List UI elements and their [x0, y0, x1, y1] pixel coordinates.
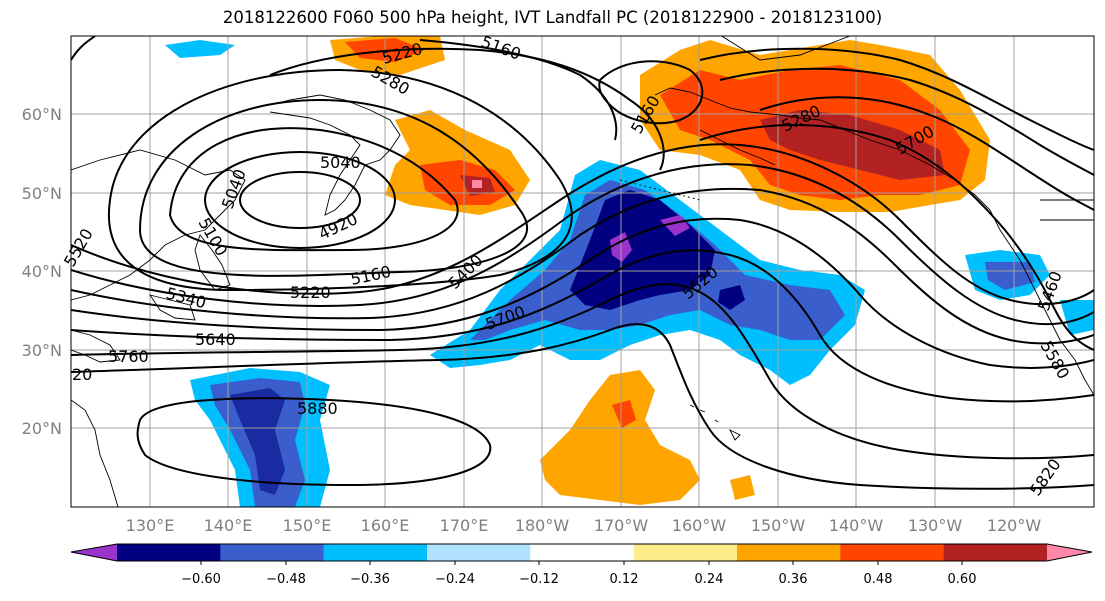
- colorbar-tick-label: −0.48: [266, 572, 306, 587]
- colorbar-segment: [1047, 544, 1092, 561]
- colorbar-segment: [323, 544, 428, 561]
- colorbar-segment: [117, 544, 221, 561]
- colorbar-segments: [71, 544, 1092, 561]
- graticule: [71, 36, 1094, 507]
- contour-label: 5040: [320, 153, 361, 172]
- map-title: 2018122600 F060 500 hPa height, IVT Land…: [222, 8, 883, 27]
- colorbar-ticks: [200, 561, 963, 565]
- colorbar-tick-label: 0.12: [610, 572, 639, 587]
- lat-label: 20°N: [22, 419, 62, 438]
- colorbar-segment: [840, 544, 945, 561]
- lon-label: 160°W: [672, 516, 727, 535]
- colorbar-tick-label: −0.36: [350, 572, 390, 587]
- colorbar-tick-label: 0.36: [779, 572, 808, 587]
- colorbar-segment: [71, 544, 117, 561]
- colorbar-segment: [633, 544, 738, 561]
- colorbar-tick-label: −0.60: [181, 572, 221, 587]
- lon-label: 130°W: [908, 516, 963, 535]
- colorbar-segment: [530, 544, 635, 561]
- lon-label: 180°W: [515, 516, 570, 535]
- colorbar-segment: [220, 544, 325, 561]
- lon-label: 140°W: [829, 516, 884, 535]
- colorbar-segment: [943, 544, 1048, 561]
- longitude-labels: 130°E 140°E 150°E 160°E 170°E 180°W 170°…: [126, 516, 1042, 535]
- contour-label: 20: [72, 365, 92, 384]
- colorbar-tick-labels: −0.60 −0.48 −0.36 −0.24 −0.12 0.12 0.24 …: [181, 572, 976, 587]
- colorbar-tick-label: 0.60: [948, 572, 977, 587]
- lat-label: 40°N: [22, 262, 62, 281]
- colorbar-tick-label: 0.24: [695, 572, 724, 587]
- lon-label: 150°W: [751, 516, 806, 535]
- contour-label: 5880: [297, 399, 338, 418]
- colorbar: −0.60 −0.48 −0.36 −0.24 −0.12 0.12 0.24 …: [70, 543, 1093, 587]
- lon-label: 130°E: [126, 516, 175, 535]
- lon-label: 160°E: [361, 516, 410, 535]
- colorbar-segment: [737, 544, 841, 561]
- contour-label: 5640: [195, 330, 236, 349]
- colorbar-segment: [427, 544, 531, 561]
- colorbar-outline: [70, 543, 1093, 562]
- lon-label: 140°E: [204, 516, 253, 535]
- contour-label: 5760: [108, 347, 149, 366]
- height-contours: [71, 36, 1094, 490]
- lon-label: 170°W: [594, 516, 649, 535]
- colorbar-tick-label: 0.48: [864, 572, 893, 587]
- contour-label: 5220: [290, 283, 331, 302]
- latitude-labels: 60°N 50°N 40°N 30°N 20°N: [22, 105, 62, 438]
- lat-label: 60°N: [22, 105, 62, 124]
- lat-label: 30°N: [22, 341, 62, 360]
- lon-label: 120°W: [987, 516, 1042, 535]
- lon-label: 170°E: [440, 516, 489, 535]
- lon-label: 150°E: [283, 516, 332, 535]
- colorbar-tick-label: −0.24: [435, 572, 475, 587]
- colorbar-tick-label: −0.12: [519, 572, 559, 587]
- lat-label: 50°N: [22, 184, 62, 203]
- map-frame: [70, 35, 1095, 508]
